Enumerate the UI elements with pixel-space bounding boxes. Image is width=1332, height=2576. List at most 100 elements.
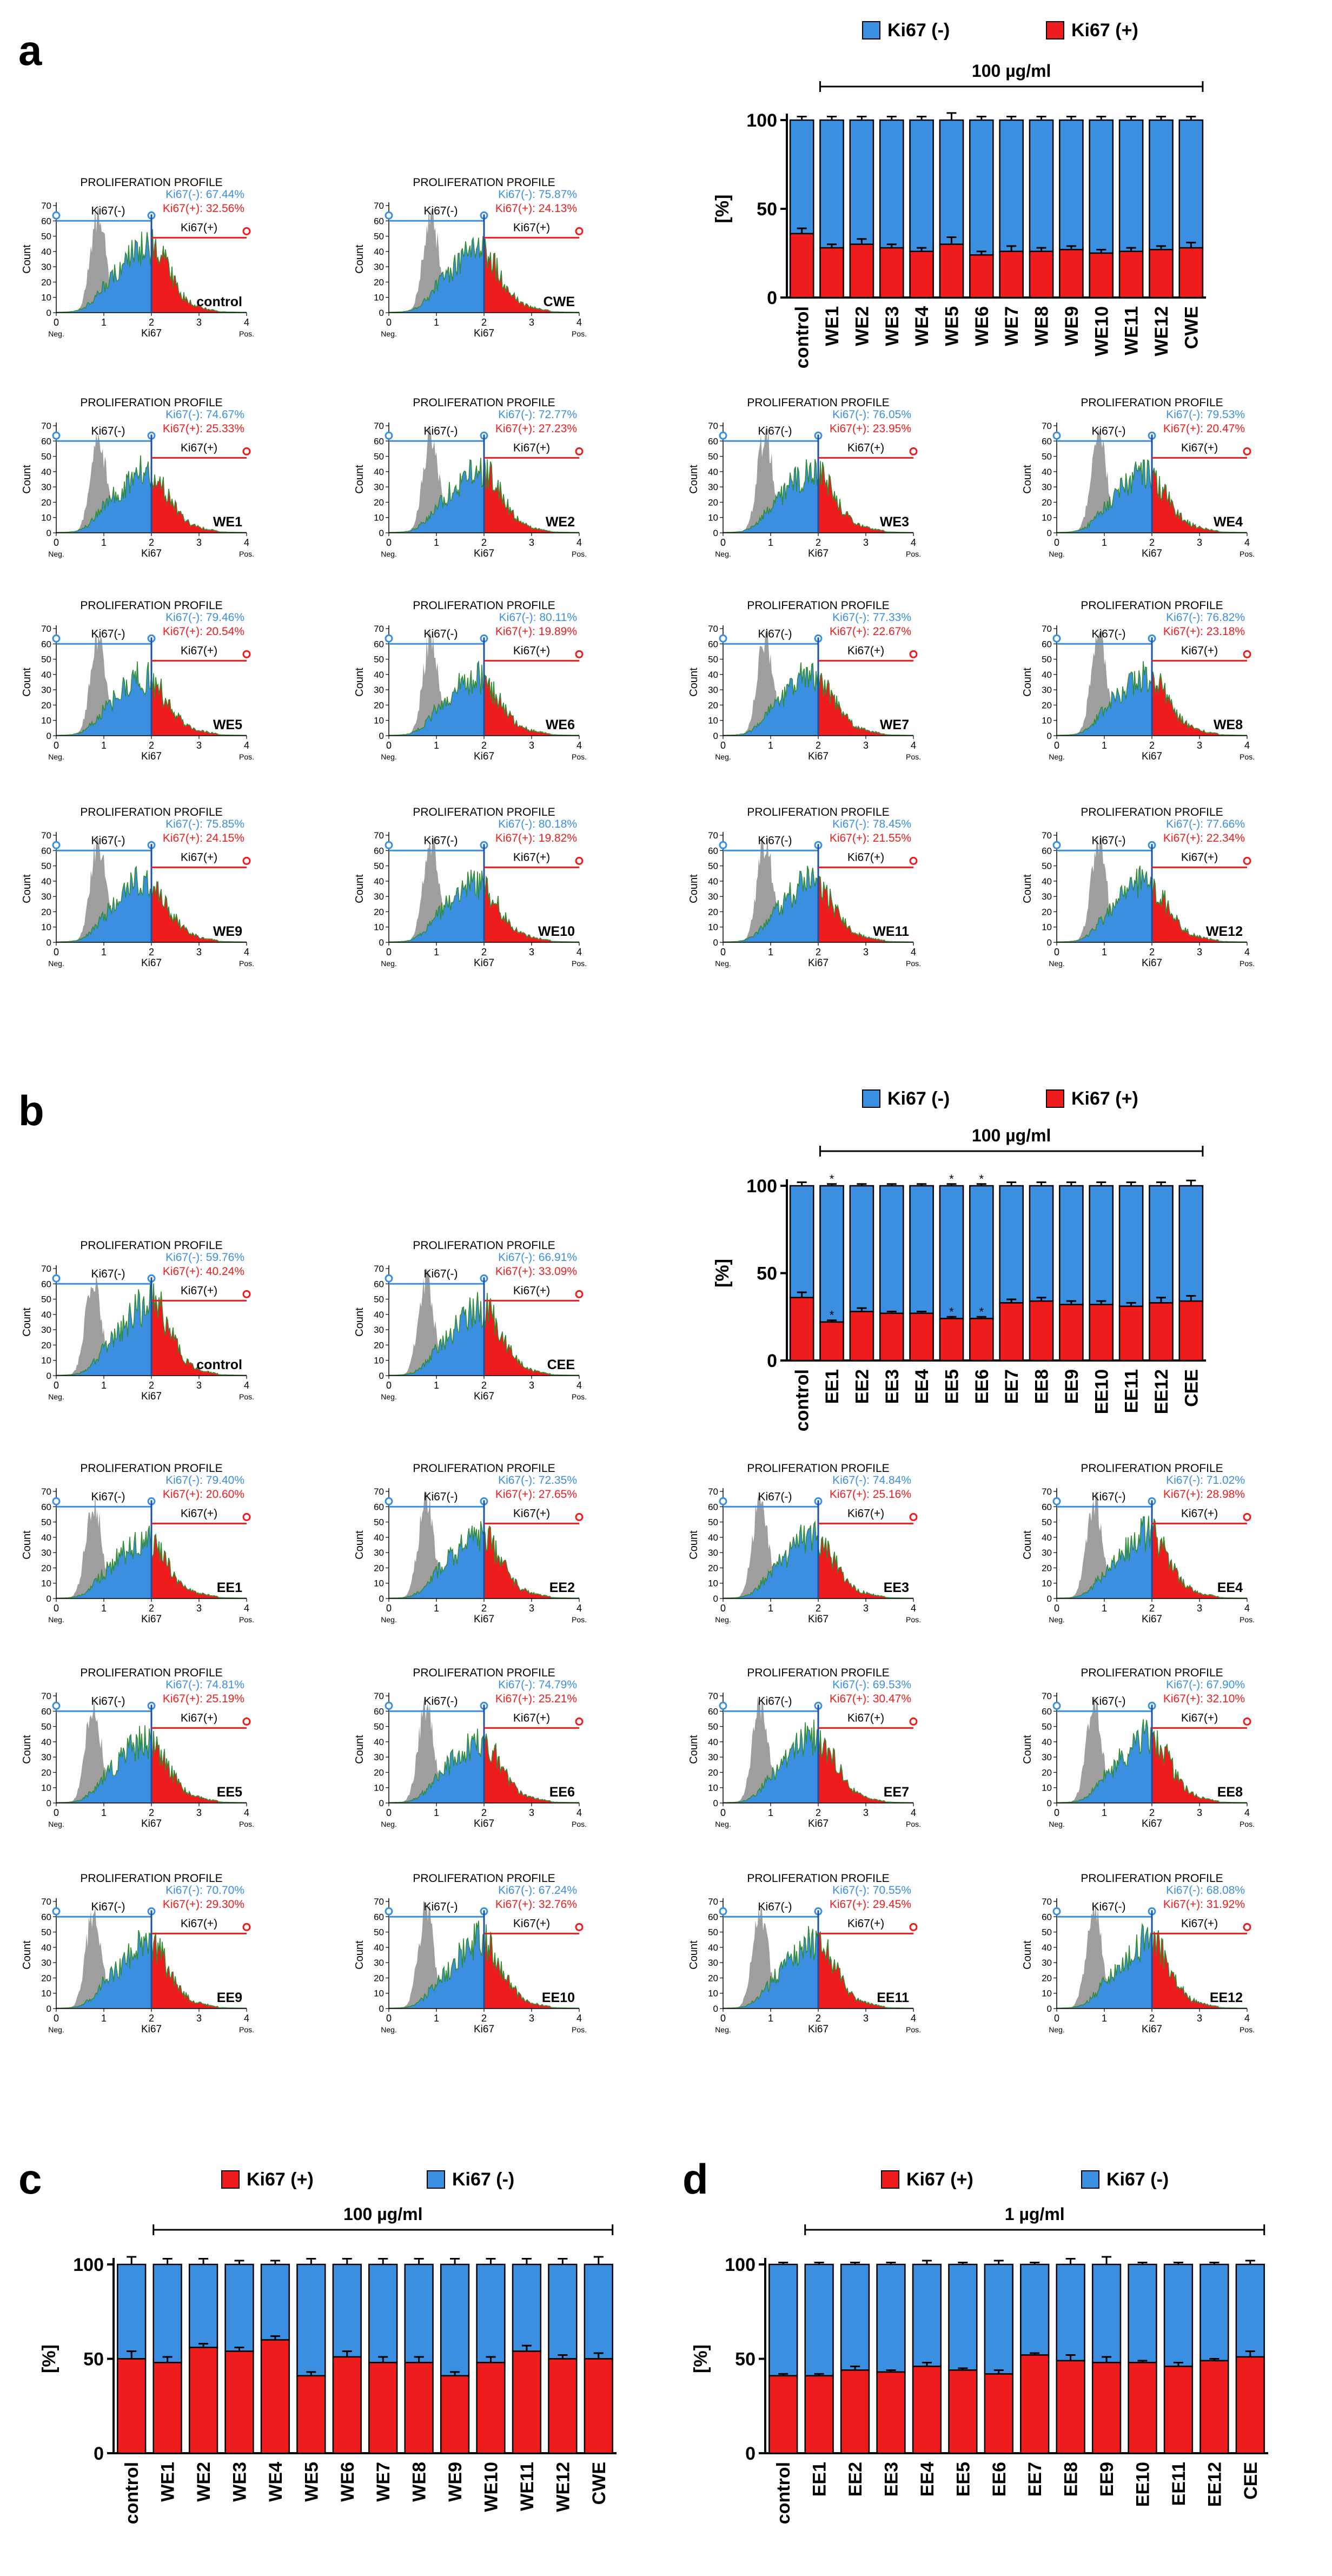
neg-percent-prefix: Ki67(-):: [1166, 1474, 1207, 1487]
y-tick-label: 60: [708, 1706, 718, 1716]
x-tick-label: 3: [529, 740, 534, 751]
neg-percent-prefix: Ki67(-):: [165, 818, 206, 830]
y-tick-label: 20: [41, 1767, 51, 1778]
significance-star: *: [949, 1305, 954, 1318]
neg-end-label: Neg.: [381, 752, 397, 761]
ki67-pos-area: [818, 1930, 913, 2009]
y-tick-label: 100: [746, 110, 777, 131]
x-tick-label: 2: [816, 1807, 821, 1818]
ki67-neg-area: [723, 1522, 818, 1599]
x-tick-label: 3: [863, 1807, 869, 1818]
category-label: WE9: [1062, 306, 1082, 346]
pos-gate-label: Ki67(+): [847, 1917, 884, 1930]
histogram-title: PROLIFERATION PROFILE: [413, 1872, 555, 1885]
x-tick-label: 0: [54, 1603, 59, 1614]
x-axis-label: Ki67: [1142, 1614, 1162, 1625]
neg-percent-prefix: Ki67(-):: [498, 1251, 539, 1264]
bar-pos-ee9: [1059, 1304, 1084, 1362]
x-tick-label: 3: [529, 1380, 534, 1391]
bar-neg-ee3: [876, 2263, 906, 2373]
bar-pos-we10: [1089, 252, 1114, 299]
y-tick-label: 30: [374, 262, 384, 272]
neg-percent-text: Ki67(-): 74.67%: [165, 408, 244, 421]
category-label: WE1: [158, 2462, 178, 2502]
category-label: WE2: [852, 306, 872, 346]
neg-percent-prefix: Ki67(-):: [498, 1884, 539, 1897]
significance-star: *: [979, 1172, 984, 1186]
y-tick-label: 0: [713, 1594, 718, 1604]
pos-gate-label: Ki67(+): [513, 644, 550, 657]
y-tick-label: 40: [708, 467, 718, 477]
ki67-neg-area: [1057, 1720, 1152, 1803]
count-axis-label: Count: [21, 1530, 33, 1560]
y-tick-label: 0: [767, 1351, 777, 1371]
x-axis-label: Ki67: [808, 751, 829, 762]
neg-percent-prefix: Ki67(-):: [499, 611, 540, 624]
pos-gate-label: Ki67(+): [181, 851, 217, 863]
bar-neg-ee5: [939, 1185, 964, 1319]
y-tick-label: 30: [41, 1752, 51, 1762]
y-tick-label: 30: [708, 685, 718, 695]
histogram-title: PROLIFERATION PROFILE: [1081, 599, 1223, 612]
category-label: EE8: [1061, 2462, 1082, 2496]
y-tick-label: 30: [41, 685, 51, 695]
x-tick-label: 3: [863, 740, 869, 751]
concentration-label: 100 µg/ml: [343, 2204, 423, 2224]
neg-percent-value: 71.02%: [1207, 1474, 1245, 1487]
category-label: EE1: [810, 2462, 830, 2496]
y-tick-label: 0: [1047, 528, 1052, 538]
x-tick-label: 1: [1102, 1603, 1107, 1614]
pos-percent-value: 23.95%: [873, 422, 911, 435]
control-histogram-area: [56, 1491, 247, 1599]
y-tick-label: 10: [41, 293, 51, 303]
x-axis-label: Ki67: [474, 328, 494, 339]
y-axis-label: [%]: [691, 2344, 711, 2373]
histogram-title: PROLIFERATION PROFILE: [747, 1872, 889, 1885]
histogram-title: PROLIFERATION PROFILE: [80, 397, 222, 409]
count-axis-label: Count: [688, 465, 700, 494]
ki67-pos-area: [818, 1537, 913, 1599]
pos-percent-prefix: Ki67(+):: [495, 1693, 539, 1705]
bar-chart-c: Ki67 (+) Ki67 (-) 100 µg/ml 0 50 100 [%] contro…: [39, 2169, 617, 2524]
neg-gate-label: Ki67(-): [423, 1695, 458, 1707]
pos-gate-handle: [575, 856, 584, 865]
pos-percent-prefix: Ki67(+):: [830, 1693, 873, 1705]
pos-end-label: Pos.: [572, 329, 587, 338]
neg-gate-label: Ki67(-): [758, 628, 792, 640]
pos-percent-text: Ki67(+): 23.18%: [1163, 625, 1245, 638]
y-tick-label: 50: [1042, 1927, 1052, 1938]
bar-neg-cee: [1235, 2263, 1265, 2358]
y-tick-label: 10: [41, 1356, 51, 1366]
x-tick-label: 1: [768, 1603, 773, 1614]
pos-percent-text: Ki67(+): 19.89%: [495, 625, 577, 638]
pos-gate-label: Ki67(+): [181, 1284, 217, 1297]
x-tick-label: 1: [1102, 537, 1107, 548]
x-tick-label: 3: [1197, 947, 1202, 957]
x-tick-label: 0: [386, 740, 392, 751]
x-tick-label: 2: [481, 1603, 487, 1614]
neg-end-label: Neg.: [48, 1820, 64, 1828]
x-tick-label: 0: [54, 317, 59, 328]
bar-chart-b: Ki67 (-) Ki67 (+) 100 µg/ml 0 50 100 [%] contro…: [712, 1088, 1206, 1431]
x-axis-label: Ki67: [474, 957, 494, 969]
pos-gate-label: Ki67(+): [513, 1712, 550, 1724]
y-tick-label: 40: [374, 876, 384, 887]
pos-percent-text: Ki67(+): 22.67%: [830, 625, 911, 638]
category-label: WE6: [337, 2462, 358, 2502]
y-tick-label: 20: [1042, 1767, 1052, 1778]
y-tick-label: 0: [745, 2443, 756, 2464]
bar-pos-ee1: [819, 1321, 844, 1362]
category-label: EE9: [1062, 1369, 1082, 1404]
y-tick-label: 70: [708, 624, 718, 634]
x-axis-label: Ki67: [808, 2024, 829, 2035]
pos-percent-text: Ki67(+): 20.47%: [1163, 422, 1245, 435]
y-tick-label: 60: [1042, 639, 1052, 649]
y-tick-label: 60: [708, 1912, 718, 1922]
ki67-pos-area: [1152, 1730, 1247, 1803]
neg-gate-label: Ki67(-): [423, 1490, 458, 1503]
y-tick-label: 70: [1042, 1897, 1052, 1907]
bar-neg-ee7: [1020, 2263, 1050, 2356]
